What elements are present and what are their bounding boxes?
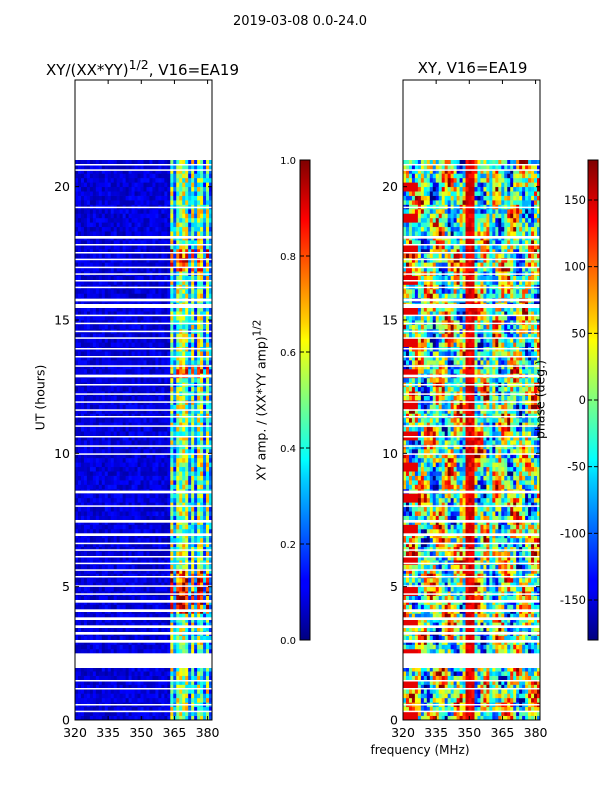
x-tick-label: 365 — [491, 725, 515, 740]
x-tick-label: 365 — [163, 725, 187, 740]
x-tick-label: 350 — [457, 725, 481, 740]
amplitude-colorbar — [299, 159, 311, 641]
left-axis-ticks: 320 335 350 365 380 0 5 10 15 20 — [54, 80, 220, 740]
colorbar-tick-label: 50 — [571, 326, 586, 340]
x-tick-label: 320 — [391, 725, 415, 740]
y-tick-label: 10 — [54, 446, 70, 461]
y-tick-label: 20 — [54, 179, 70, 194]
x-axis-label: frequency (MHz) — [370, 743, 470, 757]
x-tick-label: 335 — [96, 725, 120, 740]
right-plot-title: XY, V16=EA19 — [417, 59, 528, 77]
amplitude-colorbar-ticks: 0.0 0.2 0.4 0.6 0.8 1.0 — [280, 156, 310, 647]
colorbar-tick-label: 100 — [564, 260, 586, 274]
colorbar-tick-label: 1.0 — [280, 156, 296, 167]
x-tick-label: 350 — [129, 725, 153, 740]
colorbar-tick-label: 150 — [564, 193, 586, 207]
colorbar-tick-label: 0.4 — [280, 444, 296, 455]
x-tick-label: 380 — [524, 725, 548, 740]
amplitude-colorbar-label: XY amp. / (XX*YY amp)1/2 — [251, 319, 269, 481]
y-tick-label: 0 — [390, 713, 398, 728]
x-tick-label: 320 — [63, 725, 87, 740]
y-tick-label: 10 — [382, 446, 398, 461]
y-tick-label: 5 — [390, 579, 398, 594]
left-plot-title: XY/(XX*YY)1/2, V16=EA19 — [46, 57, 239, 79]
colorbar-tick-label: 0 — [579, 393, 586, 407]
y-tick-label: 0 — [62, 713, 70, 728]
colorbar-tick-label: 0.0 — [280, 636, 296, 647]
y-tick-label: 5 — [62, 579, 70, 594]
phase-colorbar-label: phase (deg.) — [532, 360, 548, 439]
y-tick-label: 15 — [382, 313, 398, 328]
y-tick-label: 15 — [54, 313, 70, 328]
left-y-axis-label: UT (hours) — [32, 364, 48, 431]
amplitude-heatmap — [75, 160, 213, 721]
colorbar-tick-label: 0.8 — [280, 252, 296, 263]
y-tick-label: 20 — [382, 179, 398, 194]
colorbar-tick-label: -150 — [560, 593, 586, 607]
colorbar-tick-label: 0.6 — [280, 348, 296, 359]
figure-suptitle: 2019-03-08 0.0-24.0 — [233, 14, 367, 29]
right-axis-ticks: 320 335 350 365 380 0 5 10 15 20 — [382, 80, 548, 740]
x-tick-label: 335 — [424, 725, 448, 740]
colorbar-tick-label: -50 — [567, 460, 586, 474]
right-plot-frame — [402, 79, 541, 721]
phase-heatmap — [403, 160, 541, 721]
colorbar-tick-label: -100 — [560, 526, 586, 540]
colorbar-tick-label: 0.2 — [280, 540, 296, 551]
x-tick-label: 380 — [196, 725, 220, 740]
left-plot-frame — [74, 79, 213, 721]
phase-colorbar-ticks: -150 -100 -50 0 50 100 150 — [560, 193, 598, 607]
